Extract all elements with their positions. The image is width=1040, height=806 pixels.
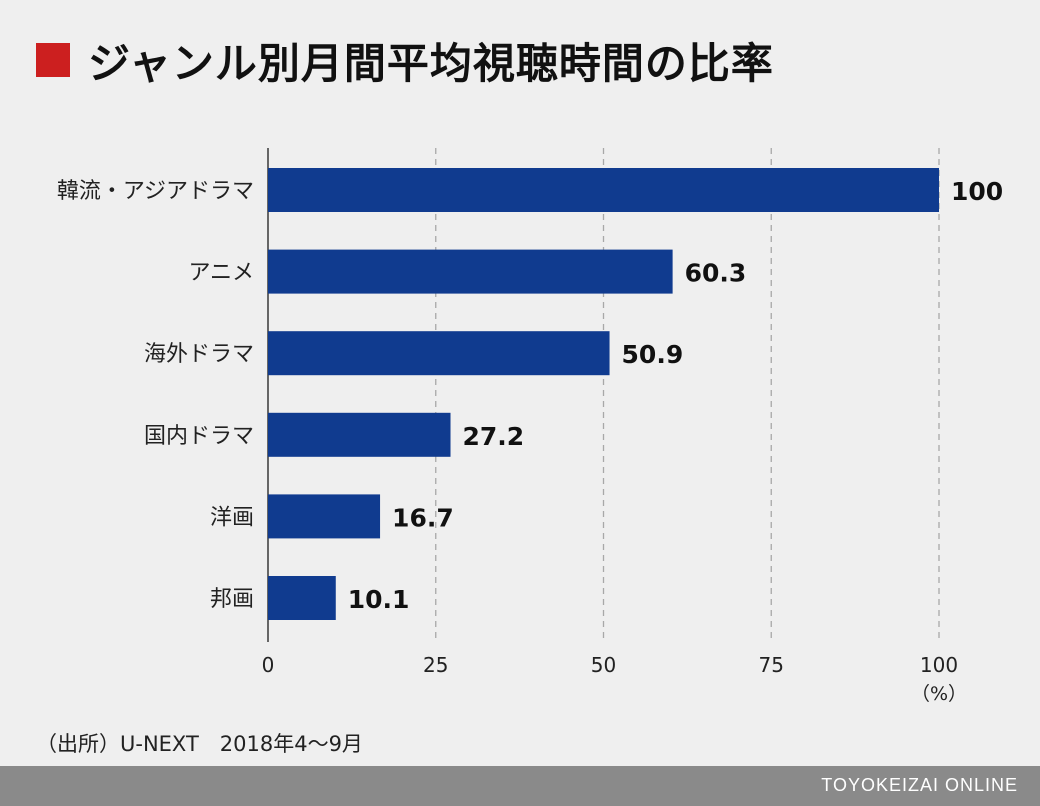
- bar: [268, 168, 939, 212]
- value-label: 100: [951, 177, 1003, 206]
- bar: [268, 576, 336, 620]
- x-tick-label: 25: [423, 653, 448, 677]
- chart-title-text: ジャンル別月間平均視聴時間の比率: [88, 38, 774, 88]
- footer-credit: TOYOKEIZAI ONLINE: [821, 775, 1018, 795]
- bar-chart: 0 25 50 75 100 （%） 韓流・アジアドラマ 100 アニメ 60.3 海外ドラマ 50.…: [57, 148, 1003, 705]
- x-tick-label: 100: [920, 653, 958, 677]
- category-label: 邦画: [210, 587, 254, 612]
- bar: [268, 331, 610, 376]
- bar: [268, 249, 673, 294]
- footer-bar: TOYOKEIZAI ONLINE: [0, 766, 1040, 806]
- x-tick-label: 75: [759, 653, 784, 677]
- value-label: 27.2: [463, 422, 525, 451]
- source-note: （出所）U-NEXT 2018年4〜9月: [36, 732, 363, 756]
- bar: [268, 494, 381, 539]
- value-label: 16.7: [392, 503, 454, 532]
- category-label: アニメ: [188, 261, 254, 286]
- x-tick-label: 0: [262, 653, 275, 677]
- category-label: 国内ドラマ: [144, 424, 254, 449]
- x-unit-label: （%）: [911, 683, 967, 705]
- bar: [268, 412, 451, 457]
- x-tick-label: 50: [591, 653, 616, 677]
- value-label: 10.1: [348, 585, 410, 614]
- category-label: 韓流・アジアドラマ: [57, 179, 254, 204]
- chart-title: ジャンル別月間平均視聴時間の比率: [36, 30, 774, 90]
- category-label: 洋画: [210, 505, 254, 530]
- title-marker: [36, 43, 70, 77]
- category-label: 海外ドラマ: [144, 342, 254, 367]
- value-label: 50.9: [622, 340, 684, 369]
- value-label: 60.3: [685, 259, 747, 288]
